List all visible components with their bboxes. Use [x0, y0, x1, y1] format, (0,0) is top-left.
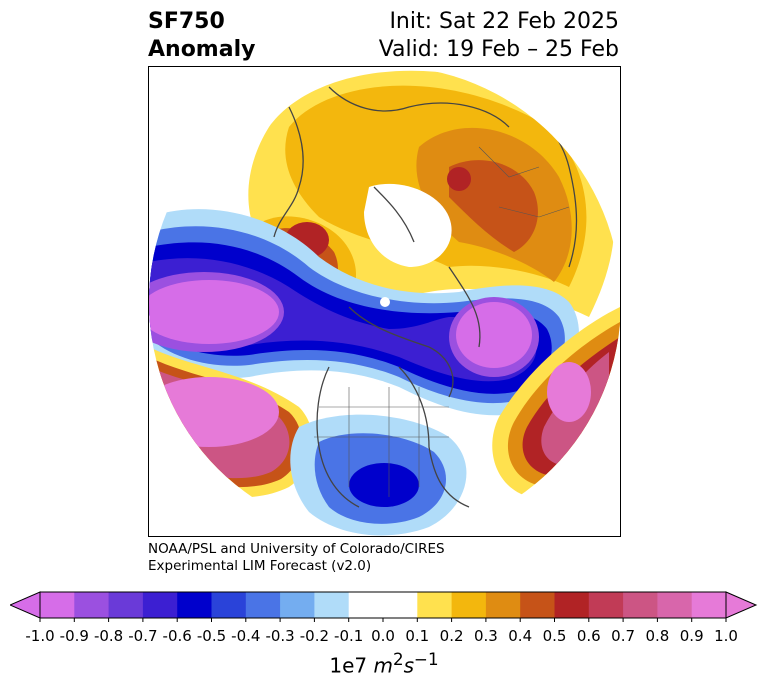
borders: [314, 146, 570, 497]
units-m: m: [373, 653, 393, 678]
colorbar-swatch: [348, 592, 384, 618]
credit-text: NOAA/PSL and University of Colorado/CIRE…: [148, 541, 445, 575]
colorbar-tick-label: -1.0: [25, 627, 55, 645]
pole-marker: [380, 297, 390, 307]
colorbar-tick-label: 0.1: [405, 627, 430, 645]
colorbar-extend-low: [10, 591, 41, 619]
colorbar-tick-label: 0.0: [371, 627, 395, 645]
colorbar-swatch: [177, 592, 212, 618]
colorbar-tick-label: 0.8: [645, 627, 670, 645]
colorbar-swatch: [108, 592, 144, 618]
title-right: Init: Sat 22 Feb 2025 Valid: 19 Feb – 25…: [379, 8, 619, 64]
valid-range: Valid: 19 Feb – 25 Feb: [378, 37, 619, 62]
colorbar-tick-label: 0.4: [508, 627, 533, 645]
colorbar-swatch: [245, 592, 281, 618]
colorbar-swatch: [485, 592, 521, 618]
colorbar-tick-label: 0.3: [473, 627, 498, 645]
units-m-exp: 2: [393, 650, 404, 669]
colorbar-swatch: [142, 592, 178, 618]
colorbar-swatch: [554, 592, 590, 618]
colorbar-tick-label: -0.3: [265, 627, 295, 645]
colorbar-tick-label: 0.9: [679, 627, 704, 645]
colorbar-tick-label: -0.1: [334, 627, 364, 645]
colorbar-swatch: [657, 592, 693, 618]
colorbar-tick-label: -0.8: [93, 627, 124, 645]
colorbar-units: 1e7 m2s−1: [0, 650, 768, 678]
colorbar-tick-label: -0.2: [299, 627, 330, 645]
colorbar-swatch: [280, 592, 315, 618]
colorbar-tick-label: 0.7: [611, 627, 636, 645]
variable-name: SF750: [148, 9, 225, 34]
colorbar-swatch: [40, 592, 75, 618]
colorbar-tick-label: 0.2: [439, 627, 464, 645]
colorbar-tick-label: -0.5: [196, 627, 227, 645]
units-s: s: [403, 653, 415, 678]
colorbar-swatch: [451, 592, 487, 618]
colorbar-tick-label: 1.0: [714, 627, 738, 645]
colorbar-tick-label: -0.9: [59, 627, 89, 645]
units-base: 1e7: [329, 653, 374, 678]
colorbar-tick-label: -0.6: [162, 627, 192, 645]
colorbar-swatch: [623, 592, 658, 618]
colorbar-swatch: [211, 592, 247, 618]
init-date: Init: Sat 22 Feb 2025: [389, 9, 619, 34]
colorbar-swatch: [520, 592, 555, 618]
map-panel: [148, 66, 621, 537]
colorbar-swatch: [417, 592, 453, 618]
colorbar-extend-high: [725, 591, 758, 619]
colorbar-tick-label: -0.4: [231, 627, 261, 645]
colorbar-swatch: [383, 592, 418, 618]
units-s-exp: −1: [414, 650, 439, 669]
negative-anomaly-south: [290, 414, 467, 536]
variable-type: Anomaly: [148, 37, 256, 62]
colorbar-swatch: [74, 592, 110, 618]
colorbar-tick-label: -0.7: [128, 627, 158, 645]
credit-line-1: NOAA/PSL and University of Colorado/CIRE…: [148, 541, 445, 557]
colorbar-swatch: [691, 592, 727, 618]
negative-anomaly-band: [149, 209, 579, 416]
credit-line-2: Experimental LIM Forecast (v2.0): [148, 558, 372, 574]
colorbar-tick-label: 0.6: [576, 627, 601, 645]
colorbar-tick-label: 0.5: [542, 627, 567, 645]
anomaly-map: [149, 67, 620, 536]
colorbar: [10, 591, 758, 622]
colorbar-swatch: [588, 592, 624, 618]
colorbar-swatch: [314, 592, 350, 618]
title-left: SF750 Anomaly: [148, 8, 255, 64]
